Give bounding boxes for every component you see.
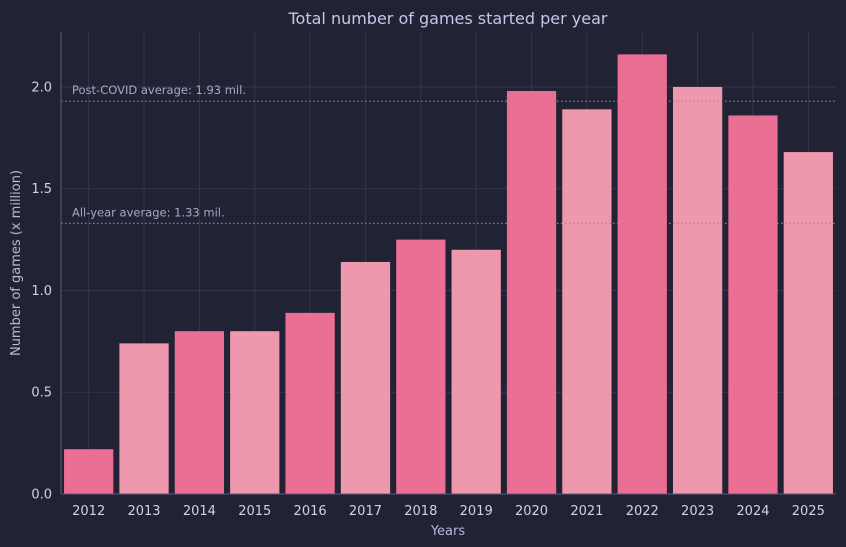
x-tick-label: 2012: [72, 504, 105, 519]
axes: [60, 32, 836, 495]
x-tick-label: 2021: [570, 504, 603, 519]
x-tick-label: 2025: [792, 504, 825, 519]
bar-2019: [451, 249, 501, 494]
x-tick-label: 2020: [515, 504, 548, 519]
bar-2012: [64, 449, 114, 494]
bar-2023: [672, 86, 723, 494]
bar-2013: [119, 343, 169, 494]
x-tick-label: 2015: [238, 504, 271, 519]
reference-lines: Post-COVID average: 1.93 mil. All-year av…: [61, 83, 836, 224]
y-axis-title: Number of games (x million): [9, 170, 24, 356]
bar-2025: [783, 152, 833, 495]
bar-2022: [617, 54, 667, 494]
x-tick-labels: 2012 2013 2014 2015 2016 2017 2018 2019 2020 2021…: [72, 504, 825, 519]
reference-line-label-2: All-year average: 1.33 mil.: [72, 205, 225, 219]
x-tick-label: 2013: [127, 504, 160, 519]
chart-title: Total number of games started per year: [287, 9, 607, 28]
bar-2016: [285, 312, 335, 494]
bar-2018: [396, 239, 446, 494]
x-axis-title: Years: [430, 524, 466, 539]
x-tick-label: 2022: [626, 504, 659, 519]
y-tick-label: 0.0: [31, 488, 52, 503]
x-tick-label: 2024: [736, 504, 769, 519]
y-tick-label: 1.0: [31, 284, 52, 299]
x-tick-label: 2023: [681, 504, 714, 519]
bar-2014: [174, 331, 225, 494]
x-tick-label: 2016: [294, 504, 327, 519]
bars: [64, 54, 833, 495]
bar-2017: [340, 261, 391, 494]
y-tick-labels: 0.0 0.5 1.0 1.5 2.0: [31, 80, 52, 502]
y-tick-label: 1.5: [31, 182, 52, 197]
x-tick-label: 2019: [460, 504, 493, 519]
bar-2020: [506, 91, 557, 494]
bar-2015: [230, 331, 280, 494]
y-tick-label: 2.0: [31, 80, 52, 95]
bar-2024: [728, 115, 778, 494]
x-tick-label: 2018: [404, 504, 437, 519]
x-tick-label: 2014: [183, 504, 216, 519]
x-tick-label: 2017: [349, 504, 382, 519]
reference-line-label-1: Post-COVID average: 1.93 mil.: [72, 83, 246, 97]
y-tick-label: 0.5: [31, 386, 52, 401]
bar-2021: [562, 109, 612, 495]
